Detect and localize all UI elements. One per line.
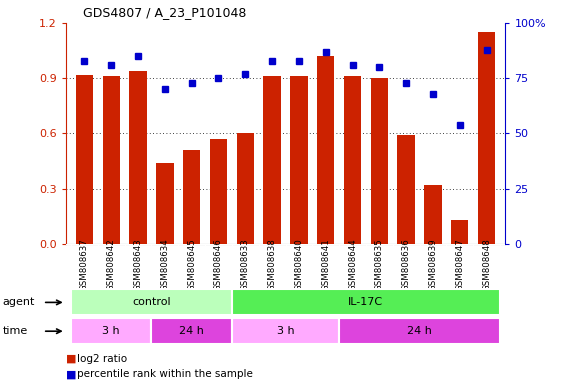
Text: IL-17C: IL-17C: [348, 297, 384, 308]
Text: GSM808646: GSM808646: [214, 239, 223, 291]
Bar: [232, 290, 500, 315]
Text: GSM808639: GSM808639: [428, 239, 437, 291]
Bar: [236, 134, 254, 244]
Bar: [451, 220, 468, 244]
Text: GSM808640: GSM808640: [295, 239, 303, 291]
Bar: [156, 163, 174, 244]
Text: GSM808637: GSM808637: [80, 239, 89, 291]
Bar: [232, 318, 339, 344]
Text: GSM808636: GSM808636: [401, 239, 411, 291]
Text: percentile rank within the sample: percentile rank within the sample: [77, 369, 253, 379]
Bar: [290, 76, 308, 244]
Bar: [317, 56, 335, 244]
Text: ■: ■: [66, 354, 76, 364]
Bar: [344, 76, 361, 244]
Text: agent: agent: [3, 297, 35, 308]
Text: 3 h: 3 h: [277, 326, 294, 336]
Text: GSM808638: GSM808638: [268, 239, 276, 291]
Bar: [210, 139, 227, 244]
Bar: [71, 318, 151, 344]
Bar: [103, 76, 120, 244]
Bar: [76, 74, 93, 244]
Text: 24 h: 24 h: [407, 326, 432, 336]
Text: GSM808645: GSM808645: [187, 239, 196, 291]
Bar: [71, 290, 232, 315]
Bar: [183, 150, 200, 244]
Text: GSM808633: GSM808633: [241, 239, 250, 291]
Text: GSM808648: GSM808648: [482, 239, 491, 291]
Text: control: control: [132, 297, 171, 308]
Text: 3 h: 3 h: [102, 326, 120, 336]
Text: 24 h: 24 h: [179, 326, 204, 336]
Text: GSM808643: GSM808643: [134, 239, 143, 291]
Bar: [424, 185, 441, 244]
Bar: [371, 78, 388, 244]
Bar: [130, 71, 147, 244]
Text: log2 ratio: log2 ratio: [77, 354, 127, 364]
Text: GSM808634: GSM808634: [160, 239, 170, 291]
Text: GSM808647: GSM808647: [455, 239, 464, 291]
Bar: [151, 318, 232, 344]
Text: GSM808642: GSM808642: [107, 239, 116, 291]
Bar: [478, 32, 495, 244]
Text: GSM808644: GSM808644: [348, 239, 357, 291]
Text: time: time: [3, 326, 28, 336]
Bar: [339, 318, 500, 344]
Text: GDS4807 / A_23_P101048: GDS4807 / A_23_P101048: [83, 6, 246, 19]
Bar: [263, 76, 281, 244]
Text: ■: ■: [66, 369, 76, 379]
Bar: [397, 135, 415, 244]
Text: GSM808641: GSM808641: [321, 239, 330, 291]
Text: GSM808635: GSM808635: [375, 239, 384, 291]
